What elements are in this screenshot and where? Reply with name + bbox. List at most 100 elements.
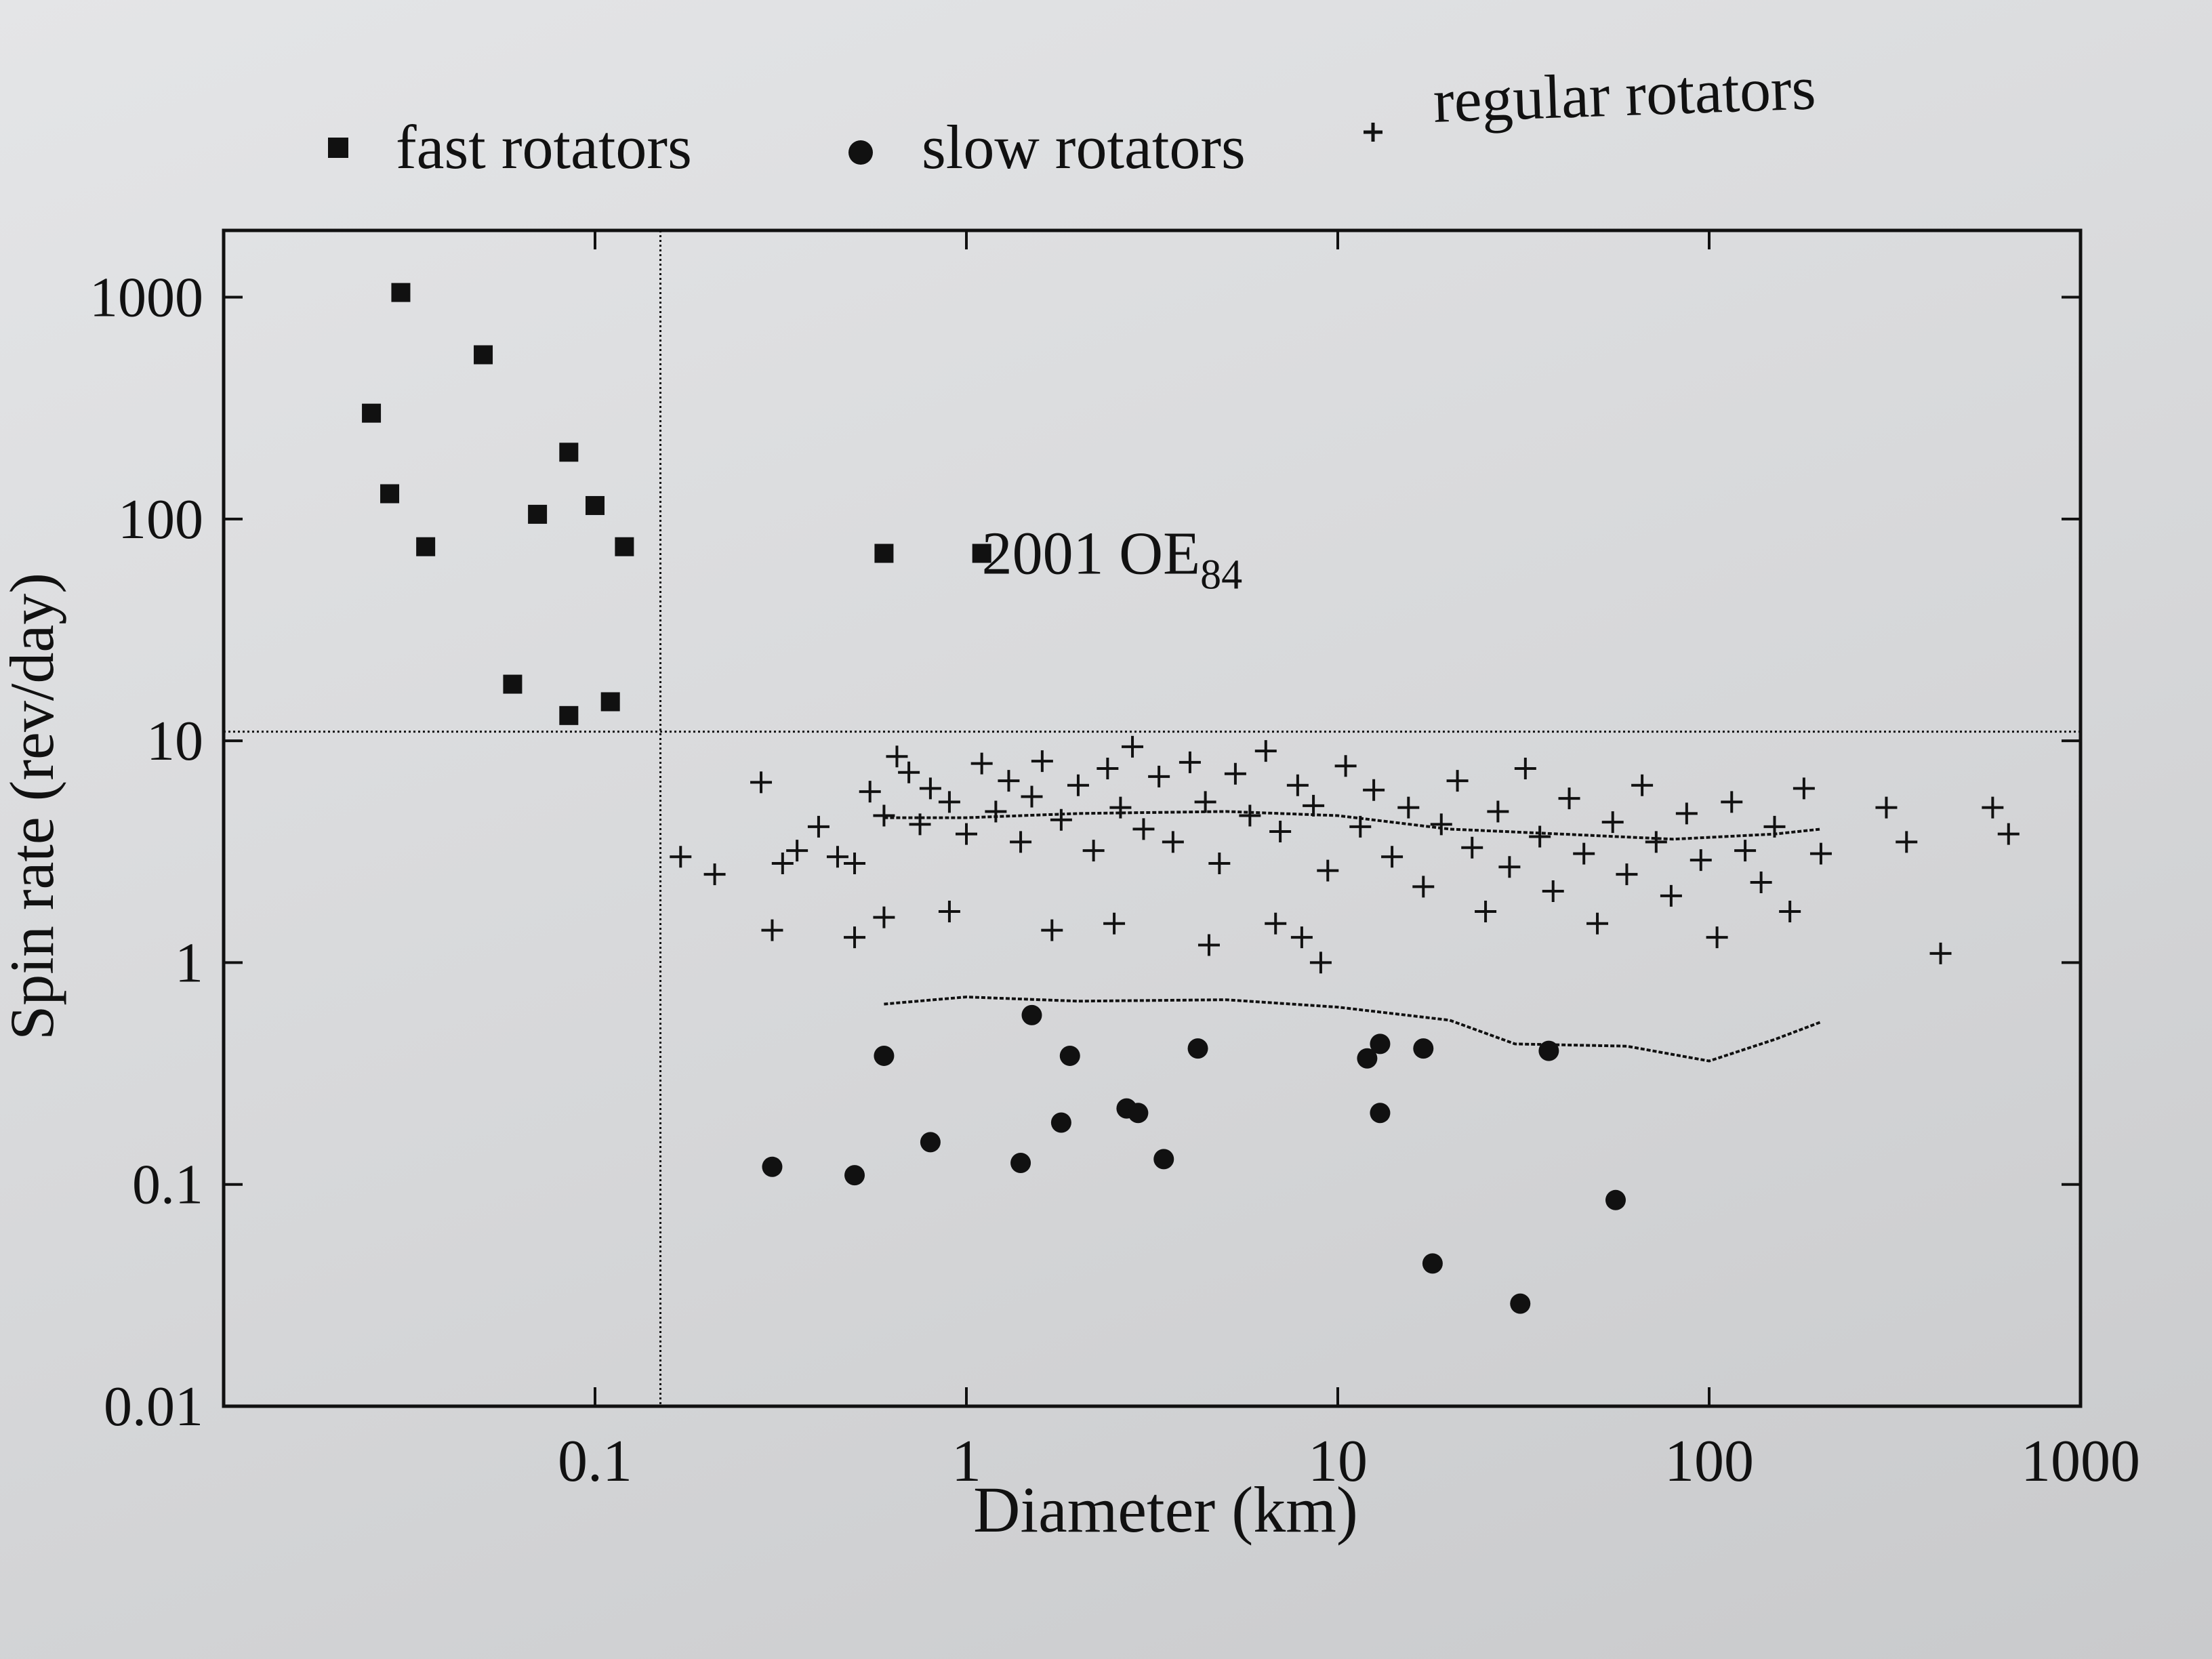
point-fast-rotators	[416, 537, 436, 556]
point-regular-rotators	[1224, 762, 1246, 785]
point-regular-rotators	[1041, 919, 1063, 941]
point-fast-rotators	[391, 283, 411, 302]
point-regular-rotators	[1982, 796, 2004, 819]
y-tick-label: 100	[118, 488, 203, 551]
point-fast-rotators	[474, 345, 493, 365]
point-regular-rotators	[1349, 815, 1372, 838]
point-regular-rotators	[670, 846, 692, 868]
point-slow-rotators	[1605, 1189, 1626, 1210]
point-regular-rotators	[1122, 735, 1144, 758]
point-regular-rotators	[1558, 787, 1580, 810]
point-regular-rotators	[1750, 872, 1772, 894]
point-regular-rotators	[998, 770, 1020, 792]
point-fast-rotators	[559, 443, 579, 462]
point-regular-rotators	[1542, 880, 1564, 902]
point-fast-rotators	[380, 484, 400, 504]
point-regular-rotators	[909, 813, 931, 836]
point-regular-rotators	[844, 853, 866, 875]
point-regular-rotators	[1254, 740, 1277, 762]
point-regular-rotators	[1660, 884, 1682, 907]
point-slow-rotators	[1538, 1040, 1559, 1061]
point-fast-rotators	[972, 544, 991, 563]
point-regular-rotators	[1997, 823, 2020, 845]
point-regular-rotators	[1929, 942, 1952, 964]
point-fast-rotators	[503, 674, 523, 694]
y-tick-label: 10	[146, 710, 203, 773]
point-regular-rotators	[1896, 831, 1918, 853]
point-regular-rotators	[898, 761, 920, 783]
point-regular-rotators	[1675, 802, 1698, 825]
point-regular-rotators	[1363, 779, 1385, 801]
point-regular-rotators	[1097, 758, 1119, 780]
plot-frame	[222, 228, 2083, 1408]
point-regular-rotators	[1303, 794, 1325, 817]
point-regular-rotators	[1397, 796, 1420, 819]
axes: 0.1 1 10 100 1000 0.01 0.1 1 10 100 1000	[89, 228, 2140, 1494]
point-regular-rotators	[1067, 774, 1089, 796]
point-regular-rotators	[1875, 796, 1898, 819]
point-regular-rotators	[1721, 791, 1743, 813]
point-regular-rotators	[1645, 831, 1667, 853]
point-regular-rotators	[1269, 820, 1292, 842]
point-regular-rotators	[1689, 849, 1712, 872]
point-regular-rotators	[1430, 813, 1452, 836]
point-regular-rotators	[1179, 751, 1201, 773]
point-regular-rotators	[1031, 750, 1053, 773]
point-regular-rotators	[786, 840, 808, 862]
point-regular-rotators	[1208, 853, 1231, 875]
y-axis-label: Spin rate (rev/day)	[0, 573, 66, 1040]
point-regular-rotators	[970, 752, 993, 775]
point-slow-rotators	[1357, 1048, 1378, 1069]
legend-fast-label: fast rotators	[396, 112, 692, 182]
point-slow-rotators	[1059, 1045, 1080, 1066]
point-regular-rotators	[985, 800, 1007, 823]
point-fast-rotators	[362, 403, 382, 423]
point-regular-rotators	[1601, 811, 1624, 834]
point-regular-rotators	[1734, 840, 1757, 862]
point-fast-rotators	[528, 504, 548, 524]
point-regular-rotators	[1487, 800, 1509, 823]
point-fast-rotators	[586, 495, 605, 515]
point-regular-rotators	[1010, 831, 1032, 853]
annotation-label: 2001 OE84	[982, 520, 1242, 598]
point-regular-rotators	[1809, 842, 1832, 865]
legend-fast-marker	[328, 138, 348, 158]
running-lower-bound-curve	[884, 996, 1822, 1063]
point-regular-rotators	[1498, 856, 1521, 878]
point-regular-rotators	[1763, 815, 1786, 838]
legend-regular-marker	[1364, 123, 1382, 142]
legend-slow-label: slow rotators	[922, 112, 1246, 182]
point-regular-rotators	[1109, 796, 1132, 819]
point-regular-rotators	[1793, 777, 1815, 800]
point-regular-rotators	[826, 846, 848, 868]
point-regular-rotators	[844, 926, 866, 949]
x-tick-label: 0.1	[558, 1429, 632, 1494]
point-regular-rotators	[938, 900, 960, 922]
y-tick-label: 0.01	[104, 1375, 203, 1438]
point-fast-rotators	[559, 705, 579, 725]
point-regular-rotators	[1162, 831, 1184, 853]
point-slow-rotators	[1370, 1103, 1391, 1124]
point-slow-rotators	[1153, 1149, 1174, 1170]
point-regular-rotators	[1082, 840, 1105, 862]
point-slow-rotators	[844, 1165, 865, 1186]
point-regular-rotators	[1631, 774, 1654, 796]
point-regular-rotators	[1573, 842, 1595, 865]
x-tick-label: 10	[1308, 1429, 1368, 1494]
point-regular-rotators	[1529, 825, 1551, 848]
x-axis-label: Diameter (km)	[973, 1473, 1358, 1546]
point-regular-rotators	[1706, 926, 1728, 949]
point-regular-rotators	[1586, 912, 1609, 935]
point-regular-rotators	[1475, 900, 1497, 922]
point-regular-rotators	[1779, 900, 1801, 922]
point-regular-rotators	[1021, 785, 1043, 808]
point-regular-rotators	[859, 781, 881, 803]
point-regular-rotators	[1446, 770, 1469, 792]
point-slow-rotators	[1050, 1112, 1071, 1133]
point-slow-rotators	[762, 1156, 783, 1177]
point-regular-rotators	[703, 863, 726, 886]
point-fast-rotators	[615, 537, 634, 556]
point-regular-rotators	[1412, 876, 1435, 898]
legend-slow-marker	[848, 140, 873, 165]
